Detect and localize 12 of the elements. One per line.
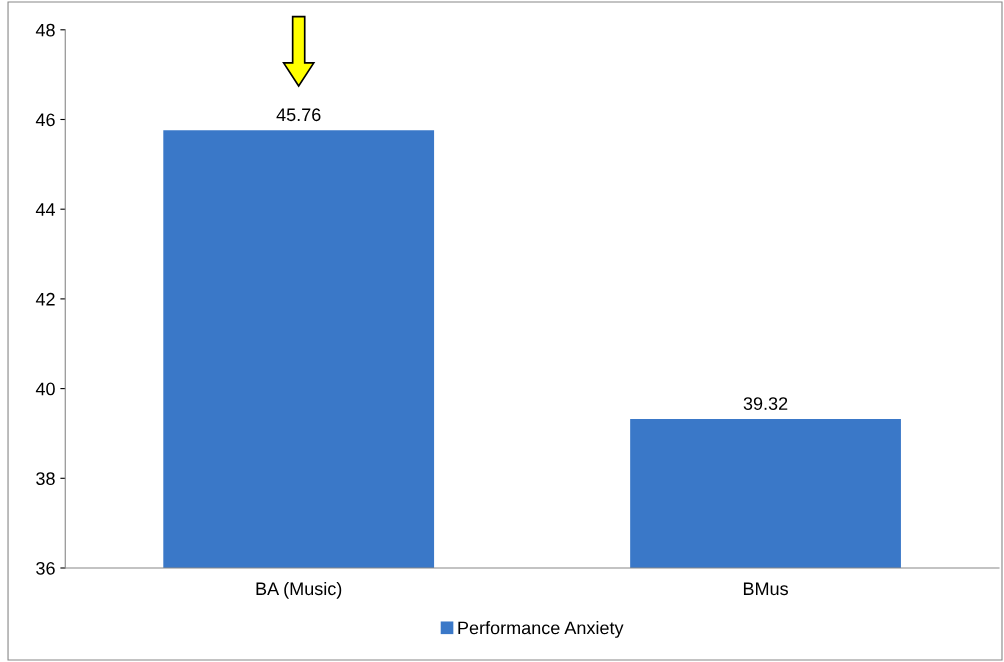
x-tick-label: BMus [743,582,788,596]
y-tick-label: 42 [35,292,55,306]
y-tick-label: 40 [35,382,55,396]
data-label: 45.76 [276,108,321,122]
y-tick-label: 38 [36,472,55,486]
y-tick-label: 36 [36,561,55,575]
y-tick-label: 46 [35,113,55,127]
x-tick-label: BA (Music) [256,581,342,599]
data-label: 39.32 [743,397,788,410]
y-tick-label: 44 [35,203,56,216]
y-tick-label: 48 [35,23,55,37]
legend-label: Performance Anxiety [458,621,624,638]
